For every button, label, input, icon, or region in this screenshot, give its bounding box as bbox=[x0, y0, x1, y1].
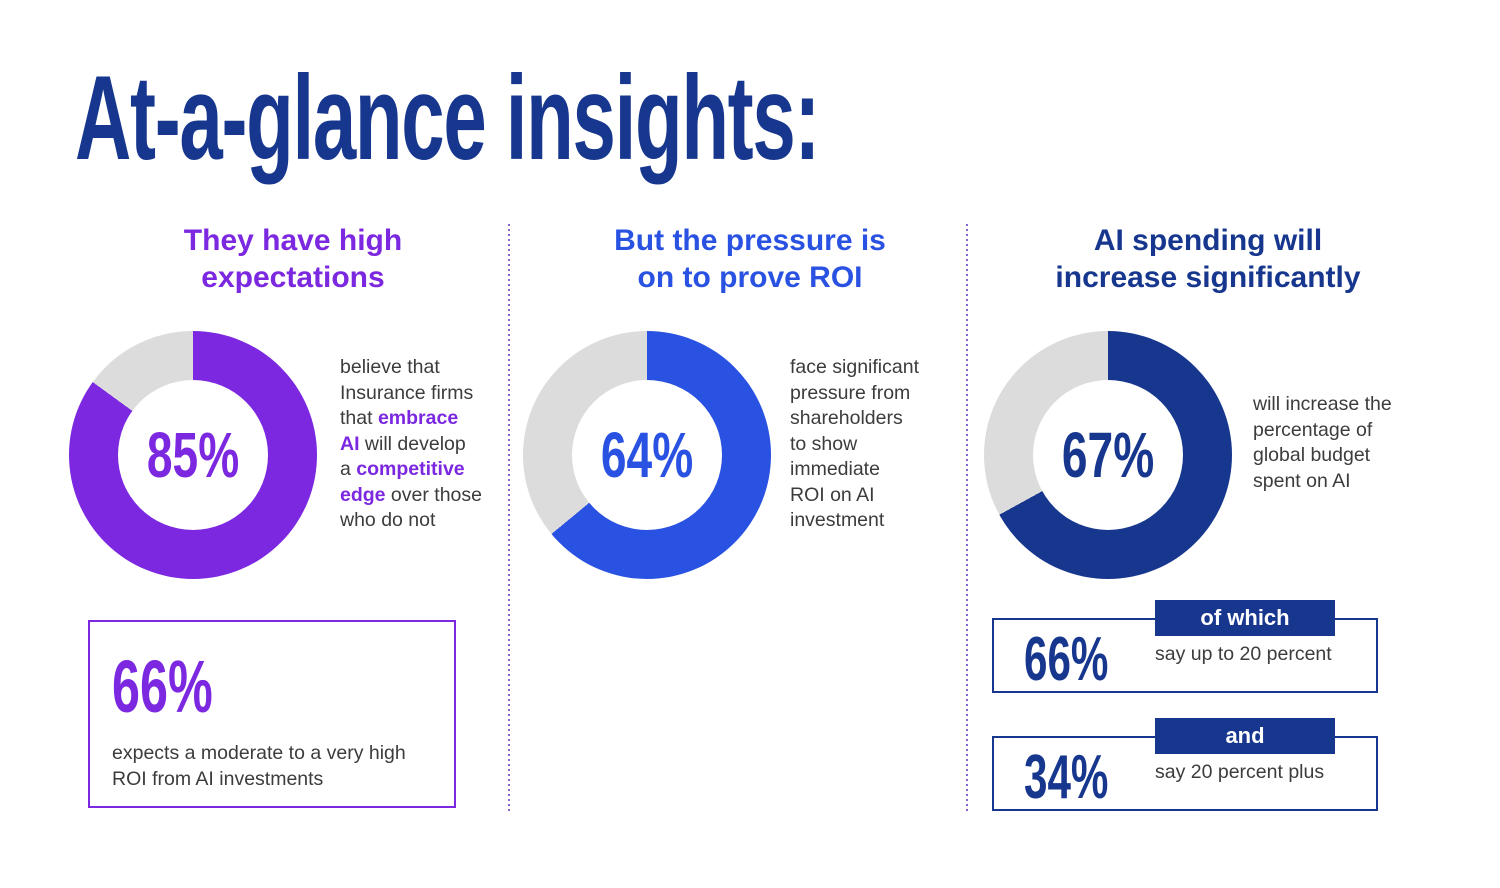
stat-tab-and: and bbox=[1155, 718, 1335, 754]
donut-hole: 67% bbox=[1033, 380, 1183, 530]
callout-box-66-percent: 66% expects a moderate to a very high ROI… bbox=[88, 620, 456, 808]
donut-center-label-64: 64% bbox=[600, 419, 694, 491]
column-divider-1 bbox=[508, 224, 510, 812]
stat-tab-of-which: of which bbox=[1155, 600, 1335, 636]
column3-heading: AI spending will increase significantly bbox=[1055, 224, 1361, 294]
page-title: At-a-glance insights: bbox=[75, 58, 1220, 178]
donut-chart-64-percent: 64% bbox=[523, 331, 771, 579]
donut-hole: 85% bbox=[118, 380, 268, 530]
column1-heading: They have high expectations bbox=[183, 224, 403, 294]
column1-description: believe that Insurance firms that embrace A… bbox=[340, 356, 482, 531]
donut-hole: 64% bbox=[572, 380, 722, 530]
callout-value: 66% bbox=[112, 645, 213, 728]
stat-text-20-plus: say 20 percent plus bbox=[1155, 761, 1325, 783]
stat-value-66: 66% bbox=[1024, 625, 1109, 694]
stat-value-34: 34% bbox=[1024, 743, 1109, 812]
stat-box-34-percent: and 34% say 20 percent plus bbox=[992, 718, 1378, 812]
page-title-text: At-a-glance insights: bbox=[75, 51, 820, 185]
donut-center-label-67: 67% bbox=[1061, 419, 1155, 491]
stat-text-up-to-20: say up to 20 percent bbox=[1155, 643, 1332, 665]
callout-text: expects a moderate to a very high ROI fro… bbox=[112, 742, 406, 790]
donut-center-label-85: 85% bbox=[146, 419, 240, 491]
column3-description: will increase the percentage of global bud… bbox=[1253, 393, 1392, 492]
donut-chart-67-percent: 67% bbox=[984, 331, 1232, 579]
stat-box-66-percent: of which 66% say up to 20 percent bbox=[992, 600, 1378, 694]
column2-heading: But the pressure is on to prove ROI bbox=[614, 224, 886, 294]
column2-description: face significant pressure from shareholder… bbox=[790, 356, 919, 531]
column-divider-2 bbox=[966, 224, 968, 812]
donut-chart-85-percent: 85% bbox=[69, 331, 317, 579]
